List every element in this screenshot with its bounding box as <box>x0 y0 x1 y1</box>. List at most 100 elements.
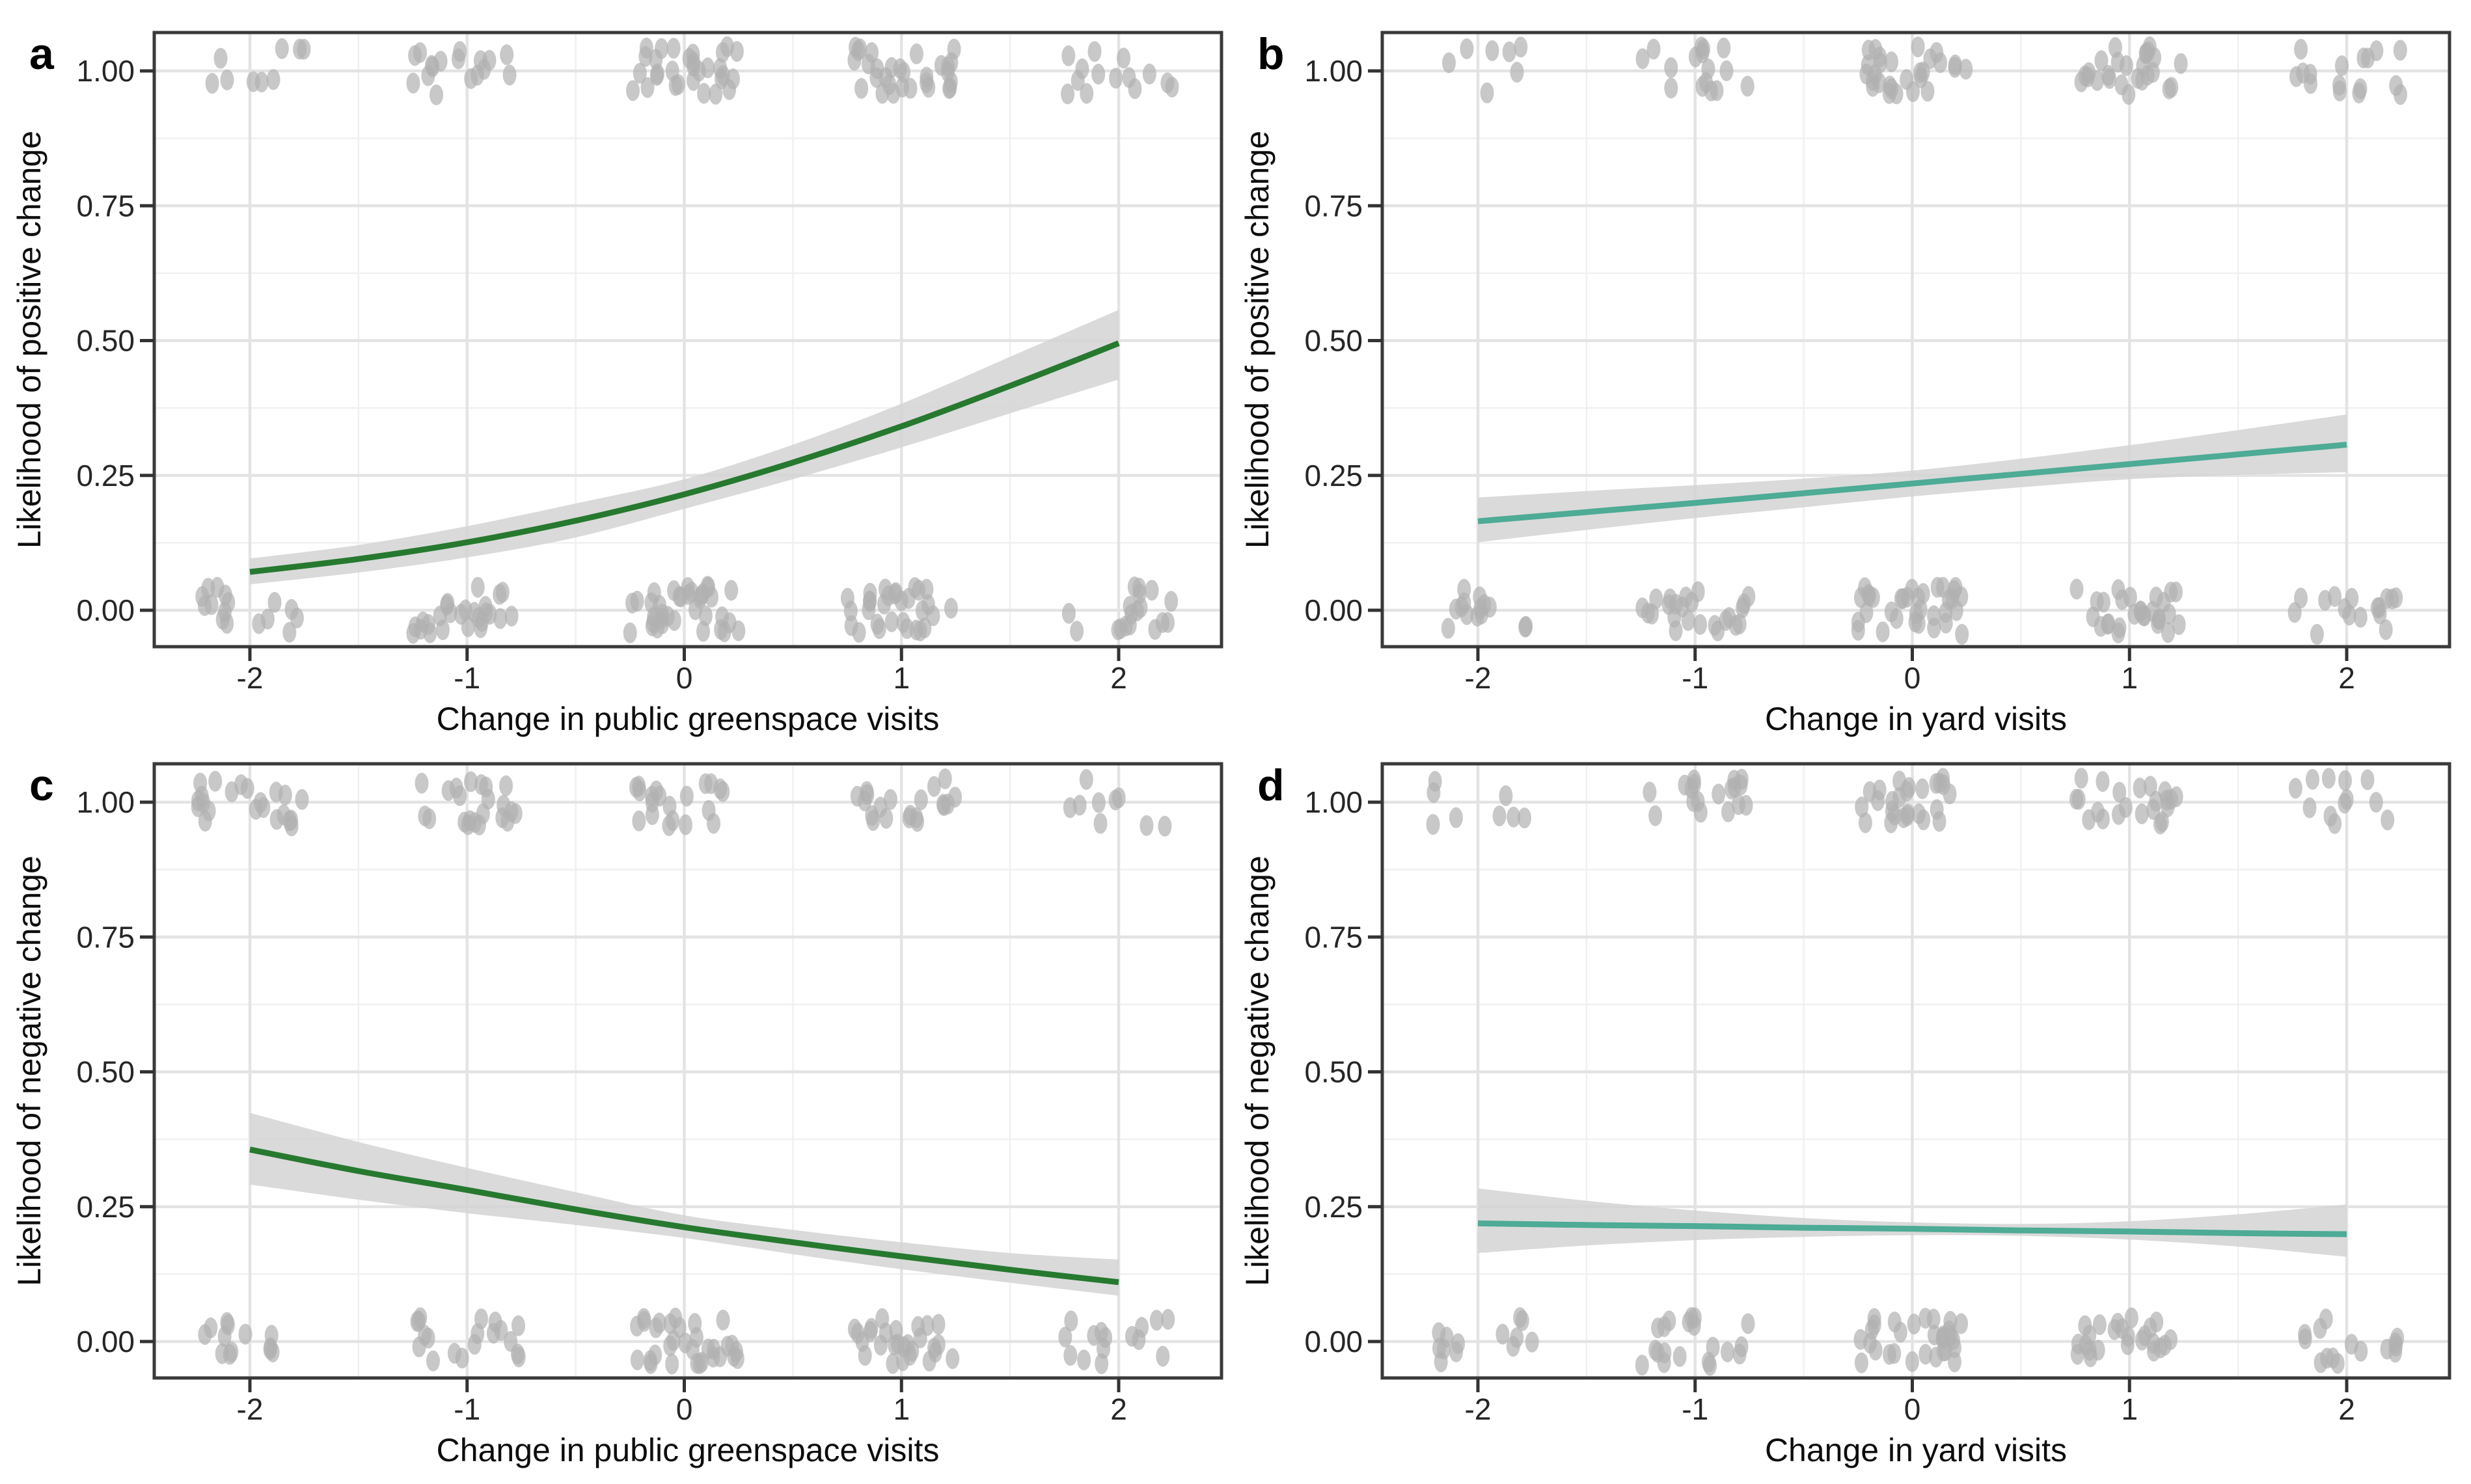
jitter-point <box>1712 783 1726 805</box>
jitter-point <box>2323 805 2338 827</box>
x-tick-label: 1 <box>893 661 910 695</box>
jitter-point <box>2101 614 2115 635</box>
y-axis-title: Likelihood of positive change <box>1239 131 1276 548</box>
panel-letter: a <box>29 29 55 79</box>
y-tick-label: 1.00 <box>1304 785 1363 819</box>
jitter-point <box>931 1314 946 1335</box>
jitter-point <box>1901 803 1915 824</box>
jitter-point <box>1687 1315 1701 1336</box>
jitter-point <box>2071 1334 2085 1355</box>
jitter-point <box>2069 578 2084 600</box>
y-tick-label: 1.00 <box>1304 54 1363 88</box>
jitter-point <box>1514 36 1528 58</box>
jitter-point <box>1165 76 1179 98</box>
jitter-point <box>650 63 664 85</box>
jitter-point <box>2143 776 2157 797</box>
jitter-point <box>1876 621 1890 643</box>
jitter-point <box>2174 53 2188 74</box>
jitter-point <box>2369 792 2383 813</box>
jitter-point <box>2146 1332 2161 1354</box>
jitter-point <box>2112 781 2127 803</box>
jitter-point <box>706 1347 720 1368</box>
jitter-point <box>637 1311 651 1332</box>
jitter-point <box>2162 78 2176 100</box>
jitter-point <box>722 79 737 100</box>
jitter-point <box>1739 794 1753 816</box>
jitter-point <box>647 606 661 628</box>
jitter-point <box>2133 777 2147 799</box>
jitter-point <box>1721 1342 1734 1362</box>
jitter-point <box>944 597 958 619</box>
x-tick-label: -1 <box>454 661 480 695</box>
jitter-point <box>2394 84 2407 105</box>
jitter-point <box>648 1344 662 1366</box>
x-tick-label: 2 <box>1110 1392 1127 1426</box>
jitter-point <box>1892 770 1907 792</box>
x-axis-title: Change in public greenspace visits <box>437 1432 940 1468</box>
jitter-point <box>1643 781 1657 803</box>
jitter-point <box>208 770 223 792</box>
jitter-point <box>500 44 514 66</box>
jitter-point <box>909 619 923 641</box>
jitter-point <box>661 606 675 627</box>
jitter-point <box>1072 794 1087 816</box>
jitter-point <box>415 772 429 794</box>
jitter-point <box>1158 815 1172 837</box>
fit-line <box>249 340 1120 575</box>
jitter-point <box>467 1334 482 1355</box>
jitter-point <box>1077 1349 1091 1371</box>
jitter-point <box>2096 771 2110 792</box>
jitter-point <box>1480 82 1494 103</box>
jitter-point <box>625 593 639 614</box>
jitter-point <box>267 591 282 613</box>
x-axis-title: Change in yard visits <box>1765 701 2067 737</box>
fit-line <box>249 1146 1119 1286</box>
jitter-point <box>1515 1310 1529 1331</box>
jitter-point <box>2103 68 2116 89</box>
jitter-point <box>493 584 507 605</box>
jitter-point <box>1460 38 1474 59</box>
jitter-point <box>1741 586 1756 607</box>
y-tick-label: 0.25 <box>76 459 135 492</box>
jitter-point <box>1889 608 1904 629</box>
confidence-ribbon <box>1478 1188 2347 1257</box>
jitter-point <box>1087 41 1102 62</box>
jitter-point <box>943 77 957 98</box>
y-tick-label: 0.75 <box>1304 920 1363 954</box>
jitter-point <box>1884 812 1898 833</box>
y-tick-label: 0.50 <box>1304 324 1363 358</box>
jitter-point <box>2114 74 2129 96</box>
jitter-point <box>2111 622 2125 643</box>
jitter-point <box>504 801 519 822</box>
jitter-point <box>1061 602 1076 624</box>
jitter-point <box>678 1332 692 1354</box>
jitter-point <box>1518 616 1533 638</box>
jitter-point <box>1695 42 1710 64</box>
jitter-point <box>191 790 205 811</box>
jitter-point <box>1905 578 1919 600</box>
jitter-point <box>1648 805 1663 826</box>
jitter-point <box>1525 1331 1539 1353</box>
jitter-point <box>449 777 463 799</box>
jitter-point <box>2169 581 2183 602</box>
jitter-point <box>1648 1340 1663 1361</box>
jitter-point <box>1883 75 1897 97</box>
jitter-point <box>1894 588 1908 610</box>
jitter-point <box>2360 769 2375 790</box>
jitter-point <box>851 40 866 61</box>
jitter-point <box>210 576 225 598</box>
jitter-point <box>1855 796 1869 818</box>
jitter-point <box>1156 1345 1170 1367</box>
jitter-point <box>1911 36 1925 58</box>
jitter-point <box>1872 779 1887 801</box>
jitter-point <box>1442 52 1456 74</box>
jitter-point <box>716 781 730 802</box>
jitter-point <box>690 1353 704 1374</box>
jitter-point <box>471 576 485 598</box>
jitter-point <box>240 777 254 799</box>
jitter-point <box>2385 588 2399 610</box>
jitter-point <box>2370 597 2384 619</box>
jitter-point <box>2306 768 2319 790</box>
jitter-point <box>282 621 297 643</box>
panel-d: -2 -1 0 1 2 0.00 0.25 0.50 0.75 1.00 Change in yar… <box>1239 761 2451 1468</box>
